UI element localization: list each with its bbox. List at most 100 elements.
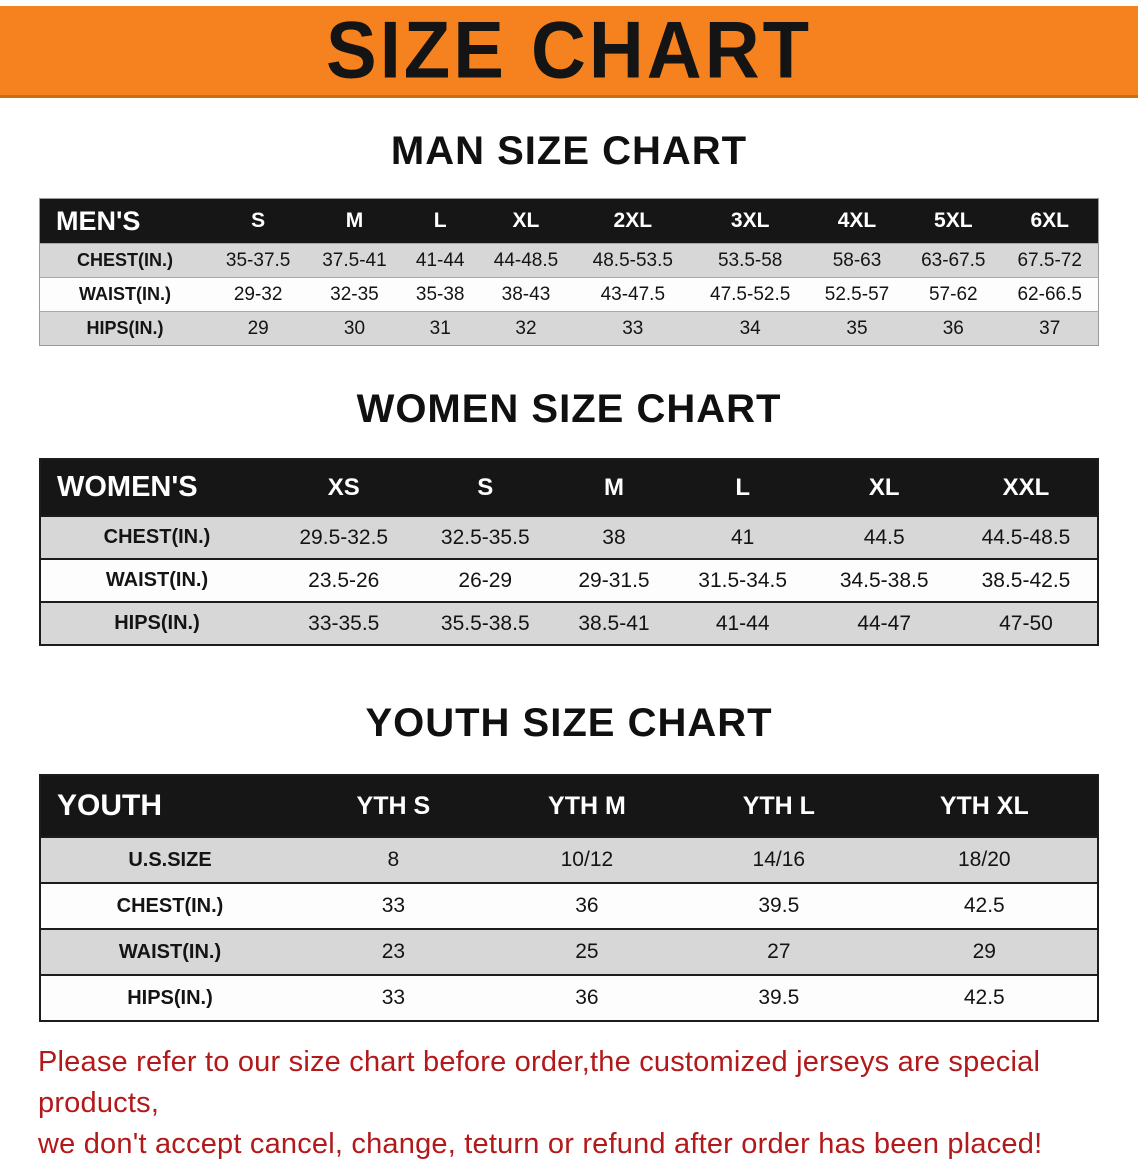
row-label-cell: U.S.SIZE	[128, 848, 212, 871]
size-value-cell: 44.5	[863, 525, 905, 549]
row-label-cell: WAIST(IN.)	[118, 940, 222, 963]
table-header-row: YOUTH YTH S YTH M YTH L YTH XL	[40, 775, 1098, 837]
size-column-header: XS	[327, 473, 360, 501]
section-men: MAN SIZE CHART MEN'S S M L XL 2XL 3XL 4XL 5XL 6XL…	[0, 128, 1138, 346]
size-value-cell: 25	[575, 940, 599, 963]
size-column-header: 5XL	[934, 209, 973, 232]
size-column-header: YTH M	[548, 791, 626, 820]
size-column-header: 2XL	[613, 209, 653, 232]
table-row: WAIST(IN.) 29-32 32-35 35-38 38-43 43-47.5 47.…	[39, 277, 1099, 312]
size-value-cell: 29-31.5	[578, 568, 650, 592]
row-label-cell: WAIST(IN.)	[79, 284, 171, 304]
size-value-cell: 43-47.5	[600, 283, 666, 305]
size-value-cell: 18/20	[958, 848, 1011, 871]
men-size-table: MEN'S S M L XL 2XL 3XL 4XL 5XL 6XL CHEST(IN.) 35-37…	[39, 198, 1099, 346]
row-label-cell: WAIST(IN.)	[105, 569, 209, 591]
row-label-cell: HIPS(IN.)	[86, 318, 164, 338]
size-column-header: YTH XL	[939, 791, 1029, 820]
table-row: HIPS(IN.) 33 36 39.5 42.5	[40, 975, 1098, 1021]
size-value-cell: 41	[731, 525, 755, 549]
size-value-cell: 29-32	[233, 283, 283, 305]
women-section-heading: WOMEN SIZE CHART	[356, 387, 782, 431]
size-value-cell: 14/16	[752, 848, 806, 871]
table-row: WAIST(IN.) 23 25 27 29	[40, 929, 1098, 975]
size-value-cell: 31	[429, 317, 451, 339]
size-value-cell: 34	[739, 317, 761, 339]
size-value-cell: 67.5-72	[1017, 249, 1082, 271]
disclaimer-line-2: we don't accept cancel, change, teturn o…	[38, 1128, 1043, 1161]
size-value-cell: 36	[575, 986, 599, 1009]
table-row: WAIST(IN.) 23.5-26 26-29 29-31.5 31.5-34.5 34…	[40, 559, 1098, 602]
size-column-header: XL	[512, 209, 540, 232]
size-value-cell: 52.5-57	[824, 283, 890, 305]
size-column-header: 4XL	[837, 209, 877, 232]
size-column-header: S	[477, 473, 494, 501]
size-value-cell: 58-63	[832, 249, 882, 271]
size-value-cell: 44-48.5	[493, 249, 559, 271]
size-value-cell: 29	[972, 940, 996, 963]
table-row: U.S.SIZE 8 10/12 14/16 18/20	[40, 837, 1098, 883]
size-value-cell: 33	[381, 986, 406, 1009]
banner: SIZE CHART	[0, 6, 1138, 98]
table-row: CHEST(IN.) 29.5-32.5 32.5-35.5 38 41 44.5 44.5…	[40, 516, 1098, 559]
disclaimer: Please refer to our size chart before or…	[38, 1042, 1138, 1166]
size-value-cell: 37.5-41	[322, 249, 387, 271]
size-value-cell: 32.5-35.5	[440, 525, 530, 549]
disclaimer-line-1: Please refer to our size chart before or…	[38, 1046, 1041, 1120]
size-value-cell: 38-43	[501, 283, 551, 305]
size-value-cell: 35	[846, 317, 868, 339]
size-chart-page: SIZE CHART MAN SIZE CHART MEN'S S M L XL 2XL 3…	[0, 6, 1138, 1166]
size-value-cell: 34.5-38.5	[839, 568, 929, 592]
size-column-header: M	[603, 473, 624, 501]
size-value-cell: 63-67.5	[921, 249, 986, 271]
row-label-cell: HIPS(IN.)	[127, 986, 213, 1009]
size-value-cell: 39.5	[758, 986, 800, 1009]
size-value-cell: 27	[767, 940, 791, 963]
banner-title: SIZE CHART	[326, 4, 812, 96]
table-row: HIPS(IN.) 33-35.5 35.5-38.5 38.5-41 41-44 44-…	[40, 602, 1098, 645]
size-value-cell: 42.5	[963, 986, 1005, 1009]
size-value-cell: 26-29	[458, 568, 513, 592]
size-value-cell: 37	[1039, 317, 1061, 339]
table-title-cell: YOUTH	[57, 789, 162, 822]
size-value-cell: 36	[942, 317, 964, 339]
youth-size-table: YOUTH YTH S YTH M YTH L YTH XL U.S.SIZE 8 10/12…	[39, 774, 1099, 1022]
size-value-cell: 48.5-53.5	[592, 249, 673, 271]
table-header-row: MEN'S S M L XL 2XL 3XL 4XL 5XL 6XL	[39, 198, 1099, 244]
size-value-cell: 33-35.5	[308, 611, 380, 635]
table-header-row: WOMEN'S XS S M L XL XXL	[40, 459, 1098, 516]
size-value-cell: 44-47	[857, 611, 912, 635]
size-value-cell: 10/12	[560, 848, 614, 871]
size-value-cell: 38	[602, 525, 626, 549]
size-column-header: XXL	[1002, 473, 1050, 501]
size-value-cell: 41-44	[715, 611, 770, 635]
size-value-cell: 30	[343, 317, 366, 339]
size-value-cell: 36	[575, 894, 599, 917]
size-value-cell: 38.5-42.5	[981, 568, 1071, 592]
size-value-cell: 29.5-32.5	[299, 525, 389, 549]
size-column-header: M	[345, 209, 364, 232]
size-value-cell: 53.5-58	[717, 249, 783, 271]
size-value-cell: 47.5-52.5	[710, 283, 791, 305]
size-column-header: L	[433, 209, 447, 232]
size-value-cell: 47-50	[999, 611, 1053, 635]
size-value-cell: 35.5-38.5	[440, 611, 530, 635]
size-column-header: 3XL	[730, 209, 770, 232]
table-title-cell: MEN'S	[56, 205, 141, 236]
youth-section-heading: YOUTH SIZE CHART	[365, 701, 773, 745]
row-label-cell: CHEST(IN.)	[103, 526, 211, 548]
size-value-cell: 42.5	[963, 894, 1005, 917]
size-value-cell: 23	[381, 940, 406, 963]
section-women: WOMEN SIZE CHART WOMEN'S XS S M L XL XXL CHEST(…	[0, 386, 1138, 646]
size-column-header: L	[735, 473, 751, 501]
row-label-cell: CHEST(IN.)	[116, 894, 224, 917]
size-value-cell: 62-66.5	[1017, 283, 1082, 305]
size-value-cell: 44.5-48.5	[981, 525, 1071, 549]
row-label-cell: HIPS(IN.)	[114, 612, 200, 634]
table-row: HIPS(IN.) 29 30 31 32 33 34 35 36 37	[39, 311, 1099, 346]
men-section-heading: MAN SIZE CHART	[390, 129, 748, 173]
size-column-header: S	[251, 209, 266, 232]
size-column-header: YTH L	[742, 791, 815, 820]
size-value-cell: 8	[387, 848, 400, 871]
section-youth: YOUTH SIZE CHART YOUTH YTH S YTH M YTH L YTH…	[0, 700, 1138, 1022]
